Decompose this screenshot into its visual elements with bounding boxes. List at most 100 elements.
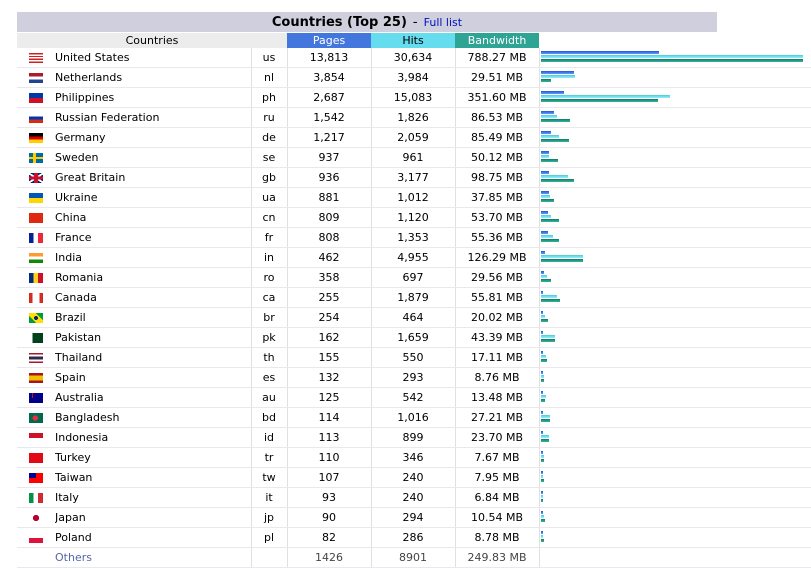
- country-code: jp: [250, 507, 288, 528]
- title-bar-background: [17, 12, 717, 32]
- bar-graph-cell: [538, 347, 811, 368]
- flag-cell: [17, 487, 55, 508]
- flag-cell: [17, 48, 55, 68]
- pages-value: 462: [286, 247, 372, 268]
- country-name: Germany: [55, 127, 251, 148]
- table-row: Indonesia id 113 899 23.70 MB: [17, 427, 811, 448]
- bandwidth-bar: [540, 419, 550, 422]
- bandwidth-value: 27.21 MB: [454, 407, 540, 428]
- bandwidth-bar: [540, 219, 559, 222]
- pages-value: 1,542: [286, 107, 372, 128]
- bandwidth-value: 23.70 MB: [454, 427, 540, 448]
- flag-cell: [17, 507, 55, 528]
- bandwidth-value: 10.54 MB: [454, 507, 540, 528]
- hits-value: 4,955: [370, 247, 456, 268]
- bar-graph-cell: [538, 307, 811, 328]
- country-code: ph: [250, 87, 288, 108]
- pages-bar: [540, 411, 543, 414]
- hits-bar: [540, 95, 670, 98]
- country-code: ca: [250, 287, 288, 308]
- bandwidth-bar: [540, 539, 544, 542]
- pages-bar: [540, 251, 545, 254]
- bandwidth-value: 8.76 MB: [454, 367, 540, 388]
- country-name: China: [55, 207, 251, 228]
- table-row: Great Britain gb 936 3,177 98.75 MB: [17, 167, 811, 188]
- col-header-hits: Hits: [371, 33, 456, 48]
- bar-graph-cell: [538, 187, 811, 208]
- bandwidth-bar: [540, 239, 559, 242]
- country-name: Netherlands: [55, 67, 251, 88]
- country-name: France: [55, 227, 251, 248]
- hits-bar: [540, 255, 583, 258]
- pages-value: 107: [286, 467, 372, 488]
- table-row: Philippines ph 2,687 15,083 351.60 MB: [17, 87, 811, 108]
- bandwidth-bar: [540, 299, 560, 302]
- country-code: fr: [250, 227, 288, 248]
- table-row: Russian Federation ru 1,542 1,826 86.53 MB: [17, 107, 811, 128]
- table-row: Brazil br 254 464 20.02 MB: [17, 307, 811, 328]
- hits-bar: [540, 435, 549, 438]
- pages-bar: [540, 231, 548, 234]
- bar-graph-cell: [538, 527, 811, 548]
- panel-title-text: Countries (Top 25): [271, 15, 407, 30]
- pages-bar: [540, 51, 659, 54]
- hits-value: 464: [370, 307, 456, 328]
- bar-graph-cell: [538, 487, 811, 508]
- bandwidth-bar: [540, 459, 544, 462]
- hits-value: 293: [370, 367, 456, 388]
- table-row: India in 462 4,955 126.29 MB: [17, 247, 811, 268]
- bandwidth-bar: [540, 139, 569, 142]
- bandwidth-value: 126.29 MB: [454, 247, 540, 268]
- table-row: Australia au 125 542 13.48 MB: [17, 387, 811, 408]
- country-name: Australia: [55, 387, 251, 408]
- panel-title: Countries (Top 25) - Full list: [17, 15, 717, 30]
- country-name: Poland: [55, 527, 251, 548]
- tr-flag-icon: [29, 453, 43, 463]
- country-code: br: [250, 307, 288, 328]
- title-separator: -: [412, 15, 418, 30]
- flag-cell: [17, 307, 55, 328]
- pages-value: 809: [286, 207, 372, 228]
- countries-panel: Countries (Top 25) - Full list Countries P…: [17, 12, 811, 568]
- pages-bar: [540, 71, 574, 74]
- bandwidth-value: 8.78 MB: [454, 527, 540, 548]
- bandwidth-bar: [540, 359, 547, 362]
- country-code: pk: [250, 327, 288, 348]
- bandwidth-value: 98.75 MB: [454, 167, 540, 188]
- table-row: Germany de 1,217 2,059 85.49 MB: [17, 127, 811, 148]
- hits-value: 1,012: [370, 187, 456, 208]
- country-code: us: [250, 48, 288, 68]
- bandwidth-bar: [540, 519, 545, 522]
- hits-bar: [540, 175, 568, 178]
- flag-cell: [17, 447, 55, 468]
- table-row: Ukraine ua 881 1,012 37.85 MB: [17, 187, 811, 208]
- hits-bar: [540, 355, 546, 358]
- bar-graph-cell: [538, 147, 811, 168]
- full-list-link[interactable]: Full list: [423, 16, 463, 29]
- it-flag-icon: [29, 493, 43, 503]
- country-code: pl: [250, 527, 288, 548]
- pl-flag-icon: [29, 533, 43, 543]
- bandwidth-value: 7.95 MB: [454, 467, 540, 488]
- flag-cell: [17, 287, 55, 308]
- hits-bar: [540, 475, 543, 478]
- bar-graph-cell: [538, 67, 811, 88]
- pages-value: 132: [286, 367, 372, 388]
- de-flag-icon: [29, 133, 43, 143]
- pages-value: 82: [286, 527, 372, 548]
- others-hits: 8901: [370, 547, 456, 568]
- bandwidth-value: 29.56 MB: [454, 267, 540, 288]
- nl-flag-icon: [29, 73, 43, 83]
- table-row: Poland pl 82 286 8.78 MB: [17, 527, 811, 548]
- cn-flag-icon: [29, 213, 43, 223]
- bandwidth-bar: [540, 319, 548, 322]
- col-header-graph: [539, 33, 811, 48]
- country-code: cn: [250, 207, 288, 228]
- bar-graph-cell: [538, 48, 811, 68]
- hits-value: 1,353: [370, 227, 456, 248]
- country-name: Russian Federation: [55, 107, 251, 128]
- pages-value: 113: [286, 427, 372, 448]
- pages-value: 13,813: [286, 48, 372, 68]
- pages-bar: [540, 211, 548, 214]
- hits-bar: [540, 155, 549, 158]
